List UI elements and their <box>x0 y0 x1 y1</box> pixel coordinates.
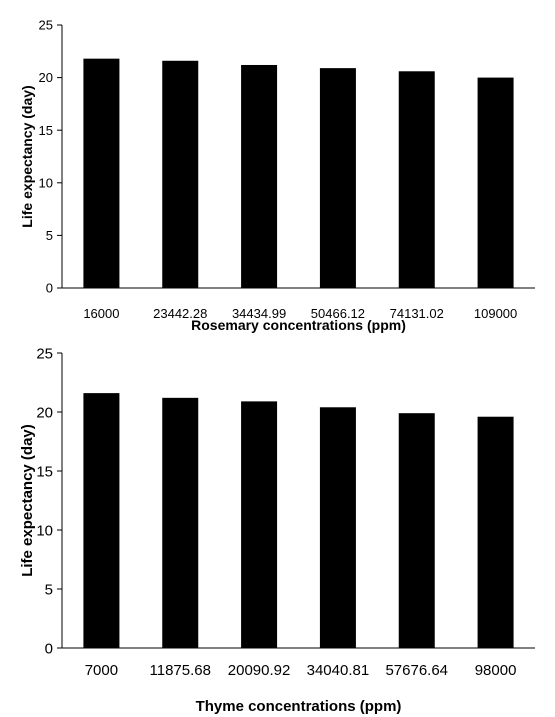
bar <box>83 58 120 288</box>
bar <box>241 64 278 288</box>
y-tick-label: 15 <box>36 463 53 480</box>
y-tick-label: 20 <box>39 70 53 85</box>
y-tick-label: 25 <box>39 18 53 33</box>
y-tick-label: 25 <box>36 345 53 362</box>
x-tick-label: 20090.92 <box>228 662 291 679</box>
x-tick-label: 50466.12 <box>311 306 365 321</box>
y-tick-label: 0 <box>46 281 53 296</box>
y-tick-label: 5 <box>46 228 53 243</box>
y-tick-label: 20 <box>36 404 53 421</box>
bar <box>319 407 356 648</box>
bar <box>241 401 278 648</box>
y-tick-label: 10 <box>36 522 53 539</box>
y-axis-label: Life expectancy (day) <box>19 424 36 577</box>
rosemary-chart: 0 5 10 15 20 25 16000 23442.28 34434.99 50466.12… <box>19 18 535 333</box>
x-tick-label: 98000 <box>475 662 517 679</box>
bar <box>477 77 514 288</box>
x-tick-label: 57676.64 <box>385 662 448 679</box>
bar <box>398 413 435 648</box>
y-tick-label: 5 <box>45 581 53 598</box>
bar <box>83 393 120 648</box>
x-tick-label: 109000 <box>474 306 517 321</box>
x-axis-label: Thyme concentrations (ppm) <box>196 698 402 715</box>
bar <box>319 68 356 288</box>
x-tick-label: 7000 <box>85 662 118 679</box>
x-tick-label: 74131.02 <box>390 306 444 321</box>
bar <box>477 416 514 648</box>
x-tick-label: 34040.81 <box>307 662 370 679</box>
bar <box>398 71 435 289</box>
bar <box>162 60 199 288</box>
x-tick-label: 34434.99 <box>232 306 286 321</box>
thyme-chart: 0 5 10 15 20 25 7000 11875.68 20090.92 34040.81 5… <box>19 345 535 715</box>
y-tick-label: 15 <box>39 123 53 138</box>
y-tick-label: 10 <box>39 175 53 190</box>
x-tick-label: 16000 <box>83 306 119 321</box>
x-axis-label: Rosemary concentrations (ppm) <box>191 317 406 333</box>
y-tick-label: 0 <box>45 640 53 657</box>
y-axis-label: Life expectancy (day) <box>19 85 35 227</box>
x-tick-label: 23442.28 <box>153 306 207 321</box>
bar <box>162 397 199 648</box>
x-tick-label: 11875.68 <box>150 662 211 679</box>
